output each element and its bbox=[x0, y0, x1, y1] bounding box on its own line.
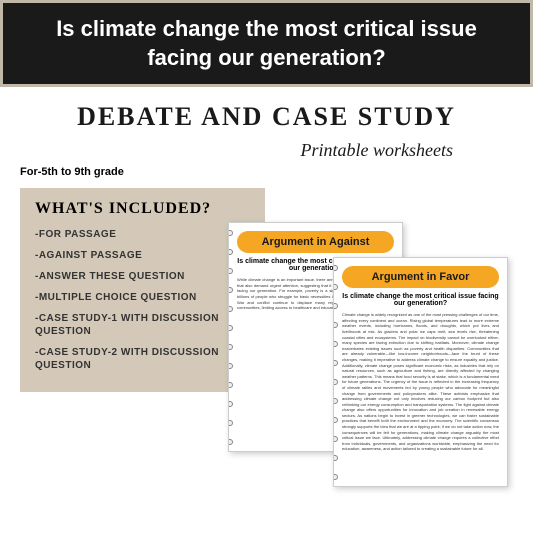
list-item: -AGAINST PASSAGE bbox=[35, 249, 250, 262]
debate-heading: Debate and case study bbox=[20, 102, 513, 132]
list-item: -CASE STUDY-1 WITH DISCUSSION QUESTION bbox=[35, 312, 250, 338]
worksheet-favor: Argument in Favor Is climate change the … bbox=[333, 257, 508, 487]
spiral-binding bbox=[228, 223, 233, 451]
list-item: -CASE STUDY-2 WITH DISCUSSION QUESTION bbox=[35, 346, 250, 372]
list-item: -ANSWER THESE QUESTION bbox=[35, 270, 250, 283]
content-panel: Debate and case study Printable workshee… bbox=[0, 87, 533, 537]
worksheet-header: Argument in Against bbox=[237, 231, 394, 253]
included-heading: WHAT'S INCLUDED? bbox=[35, 200, 250, 218]
worksheet-header: Argument in Favor bbox=[342, 266, 499, 288]
main-question: Is climate change the most critical issu… bbox=[23, 15, 510, 72]
list-item: -FOR PASSAGE bbox=[35, 228, 250, 241]
title-banner: Is climate change the most critical issu… bbox=[0, 0, 533, 87]
spiral-binding bbox=[333, 258, 338, 486]
printable-label: Printable worksheets bbox=[20, 140, 453, 161]
worksheet-body: Climate change is widely recognized as o… bbox=[342, 312, 499, 452]
worksheet-question: Is climate change the most critical issu… bbox=[342, 293, 499, 307]
grade-range: For-5th to 9th grade bbox=[20, 166, 513, 178]
included-list: -FOR PASSAGE -AGAINST PASSAGE -ANSWER TH… bbox=[35, 228, 250, 372]
list-item: -MULTIPLE CHOICE QUESTION bbox=[35, 291, 250, 304]
